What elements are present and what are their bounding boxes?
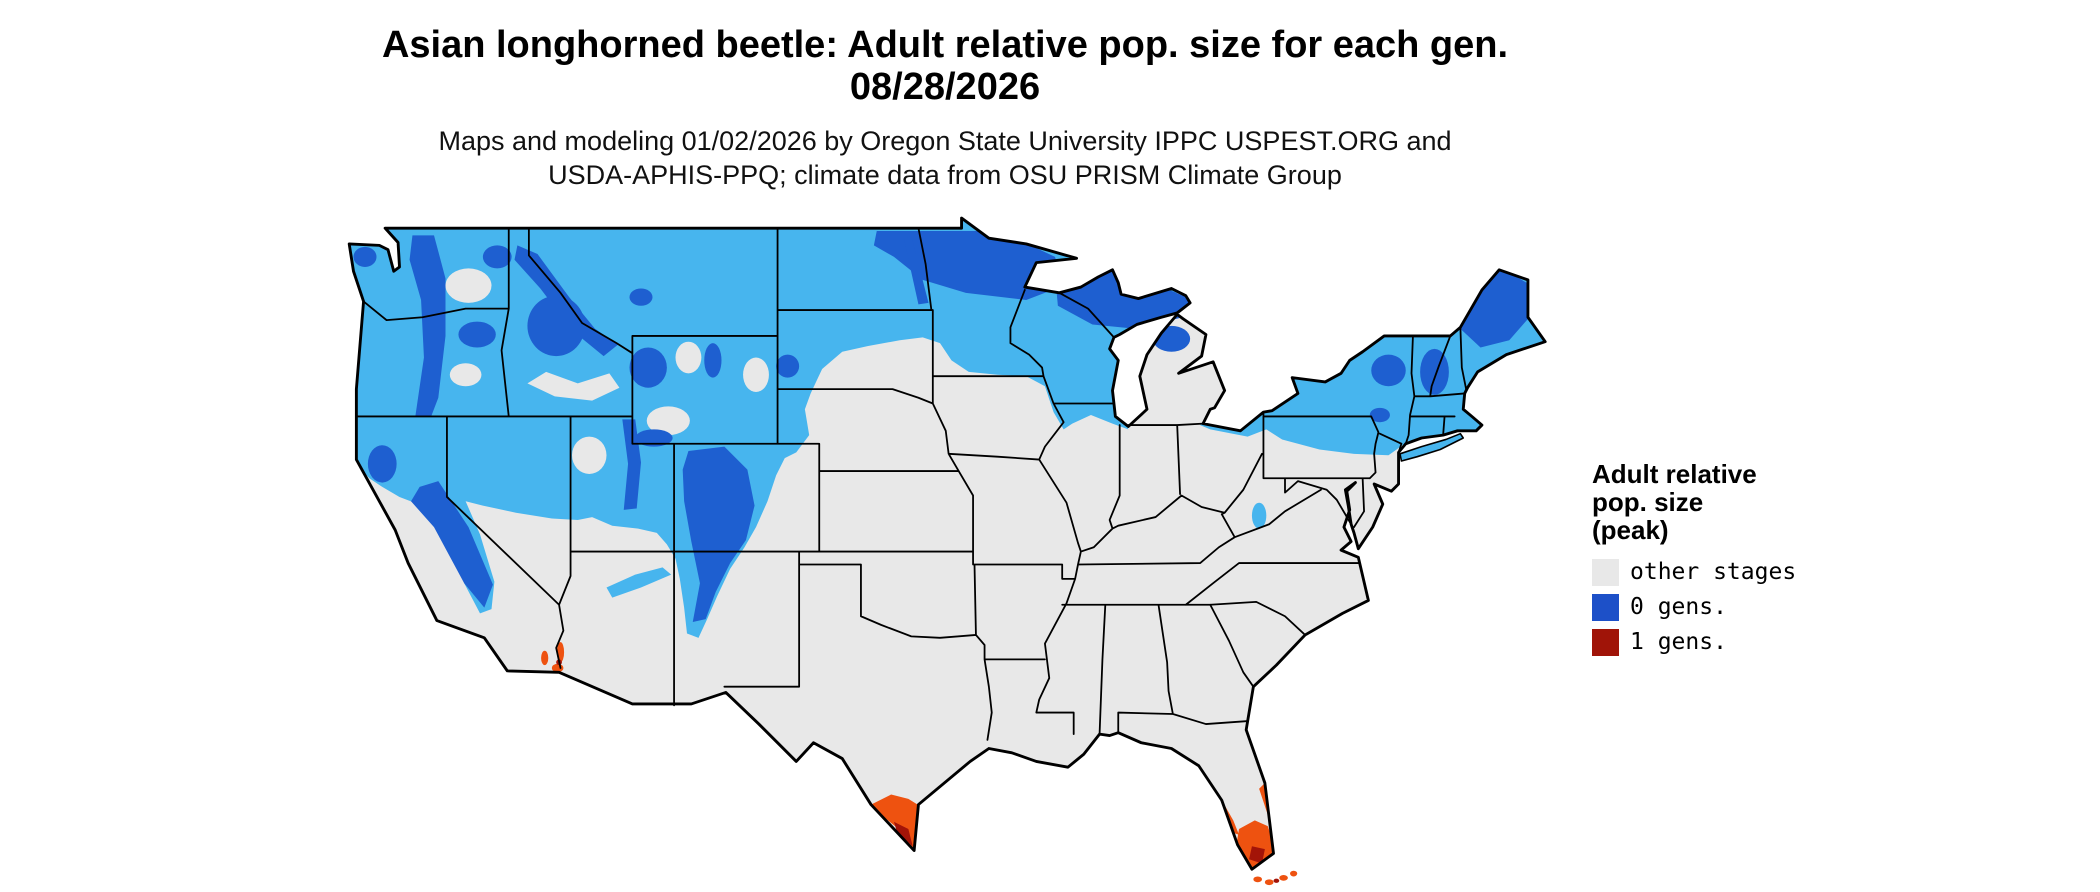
legend-title-line3: (peak) [1592, 515, 1669, 545]
state-borders [355, 227, 1468, 741]
long-island [1399, 432, 1465, 462]
legend-swatch-0-gens [1592, 593, 1619, 621]
legend-item-0-gens: 0 gens. [1592, 593, 1796, 621]
legend-item-1-gens: 1 gens. [1592, 628, 1796, 656]
legend-item-other-stages: other stages [1592, 558, 1796, 586]
legend-swatch-1-gens [1592, 628, 1619, 656]
legend-label-1-gens: 1 gens. [1630, 629, 1727, 655]
legend-swatch-other-stages [1592, 558, 1619, 586]
legend-label-0-gens: 0 gens. [1630, 594, 1727, 620]
legend-label-other-stages: other stages [1630, 559, 1797, 585]
legend-items: other stages 0 gens. 1 gens. [1592, 558, 1796, 656]
us-map-svg [347, 216, 1547, 886]
us-map [250, 156, 1630, 892]
subtitle-line2: USDA-APHIS-PPQ; climate data from OSU PR… [548, 160, 1342, 190]
nation-outline [347, 216, 1547, 871]
florida-keys [1253, 870, 1298, 886]
other-stages-gaps [445, 268, 769, 474]
map-title-line1: Asian longhorned beetle: Adult relative … [381, 24, 1509, 66]
subtitle-line1: Maps and modeling 01/02/2026 by Oregon S… [438, 126, 1452, 156]
subtitle: Maps and modeling 01/02/2026 by Oregon S… [0, 124, 1890, 192]
header: Asian longhorned beetle: Adult relative … [0, 24, 1890, 192]
map-title-date: 08/28/2026 [849, 66, 1041, 108]
legend: Adult relative pop. size (peak) other st… [1592, 460, 1796, 663]
legend-title-line2: pop. size [1592, 487, 1704, 517]
legend-title-line1: Adult relative [1592, 459, 1757, 489]
